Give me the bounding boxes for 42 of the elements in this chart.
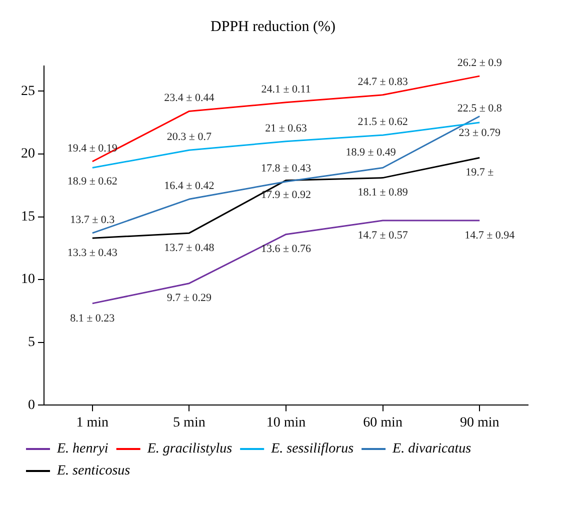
data-label: 13.7 ± 0.3 bbox=[70, 214, 116, 226]
data-label: 23 ± 0.79 bbox=[458, 127, 501, 140]
data-label: 16.4 ± 0.42 bbox=[164, 180, 214, 192]
data-label: 17.8 ± 0.43 bbox=[260, 162, 312, 174]
y-tick-label: 15 bbox=[21, 209, 35, 224]
data-label: 18.1 ± 0.89 bbox=[358, 186, 408, 199]
x-tick-label: 90 min bbox=[460, 415, 500, 430]
data-label: 22.5 ± 0.8 bbox=[457, 102, 502, 114]
data-label: 18.9 ± 0.49 bbox=[346, 146, 396, 159]
data-label: 20.3 ± 0.7 bbox=[166, 131, 212, 144]
y-tick-label: 0 bbox=[28, 398, 35, 413]
legend-label: E. henryi bbox=[56, 442, 108, 457]
data-label: 17.9 ± 0.92 bbox=[260, 189, 312, 202]
legend-label: E. divaricatus bbox=[392, 442, 472, 457]
legend-label: E. gracilistylus bbox=[146, 442, 233, 457]
y-tick-label: 5 bbox=[28, 335, 35, 350]
data-label: 18.9 ± 0.62 bbox=[67, 176, 118, 188]
data-label: 8.1 ± 0.23 bbox=[70, 312, 116, 324]
data-label: 13.3 ± 0.43 bbox=[67, 247, 118, 260]
data-label: 26.2 ± 0.9 bbox=[457, 56, 502, 69]
data-label: 13.7 ± 0.48 bbox=[164, 242, 215, 254]
data-label: 24.7 ± 0.83 bbox=[358, 76, 408, 88]
y-tick-label: 25 bbox=[21, 84, 35, 99]
y-tick-label: 10 bbox=[21, 272, 35, 288]
chart-title: DPPH reduction (%) bbox=[210, 18, 336, 35]
legend-label: E. senticosus bbox=[56, 464, 131, 479]
legend-label: E. sessiliflorus bbox=[270, 442, 354, 457]
x-tick-label: 60 min bbox=[363, 415, 402, 430]
data-label: 19.7 ± bbox=[466, 166, 494, 179]
data-label: 21.5 ± 0.62 bbox=[358, 116, 408, 128]
x-tick-label: 5 min bbox=[173, 415, 206, 430]
x-tick-label: 1 min bbox=[76, 415, 109, 430]
y-tick-label: 20 bbox=[21, 146, 35, 162]
data-label: 19.4 ± 0.19 bbox=[67, 142, 118, 154]
data-label: 14.7 ± 0.57 bbox=[358, 229, 408, 242]
data-label: 23.4 ± 0.44 bbox=[164, 92, 215, 104]
data-label: 21 ± 0.63 bbox=[265, 122, 308, 134]
data-label: 9.7 ± 0.29 bbox=[166, 292, 212, 304]
data-label: 24.1 ± 0.11 bbox=[261, 83, 311, 96]
data-label: 14.7 ± 0.94 bbox=[464, 229, 516, 242]
data-label: 13.6 ± 0.76 bbox=[260, 243, 312, 256]
x-tick-label: 10 min bbox=[266, 415, 306, 430]
